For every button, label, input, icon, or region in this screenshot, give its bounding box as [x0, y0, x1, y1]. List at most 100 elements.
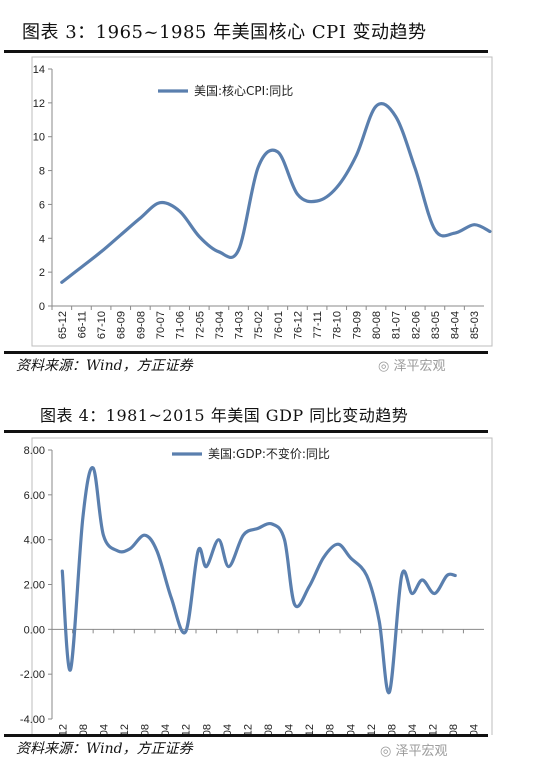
chart2-data-point [421, 578, 424, 582]
chart1-data-point [158, 201, 162, 204]
chart2-data-point [270, 522, 274, 526]
chart2-title: 图表 4：1981~2015 年美国 GDP 同比变动趋势 [40, 406, 409, 425]
wechat-icon: ◎ [380, 744, 392, 759]
chart1-x-tick-label: 69-08 [135, 311, 147, 339]
chart1-x-tick-label: 83-05 [430, 311, 442, 339]
chart2-x-tick-label: 88-08 [140, 724, 152, 735]
chart1-data-point [414, 167, 417, 171]
chart2-legend-label: 美国:GDP:不变价:同比 [208, 446, 330, 461]
chart2-data-point [410, 592, 414, 595]
chart2-x-tick-label: 91-12 [181, 724, 193, 735]
chart2-data-point [217, 538, 220, 541]
chart1-data-point [80, 265, 83, 269]
chart1-x-tick-label: 67-10 [96, 311, 108, 339]
chart1-y-tick-label: 12 [33, 98, 45, 110]
chart1-data-point [335, 186, 338, 189]
chart2-y-tick-label: 4.00 [24, 535, 45, 547]
chart1-x-tick-label: 84-04 [450, 311, 462, 339]
chart1-data-point [453, 232, 456, 235]
watermark-text: 泽平宏观 [395, 744, 448, 759]
chart1-x-tick-label: 85-03 [469, 311, 481, 339]
watermark-1: ◎ 泽平宏观 [378, 355, 446, 374]
chart1-title: 图表 3：1965~1985 年美国核心 CPI 变动趋势 [22, 22, 427, 43]
chart2-series-line [60, 466, 457, 695]
chart1-data-point [374, 105, 378, 108]
chart2-x-tick-label: 11-12 [428, 724, 440, 735]
chart2-x-tick-label: 81-12 [57, 724, 69, 735]
chart2-data-point [196, 549, 200, 553]
chart2-y-tick-label: -2.00 [20, 669, 45, 681]
chart2-data-point [433, 592, 436, 595]
chart2-x-tick-label: 10-04 [407, 724, 419, 735]
chart2-data-point [102, 534, 105, 537]
watermark-2: ◎ 泽平宏观 [380, 740, 448, 759]
chart1-x-tick-label: 76-12 [292, 311, 304, 339]
wechat-icon: ◎ [378, 359, 390, 374]
chart2-data-point [91, 466, 95, 470]
chart1-x-tick-label: 77-11 [312, 311, 324, 338]
chart1-frame [31, 56, 493, 347]
chart1-x-tick-label: 70-07 [155, 311, 167, 339]
chart2-x-tick-label: 85-04 [98, 724, 110, 735]
chart2-data-point [349, 556, 352, 559]
chart1-data-point [394, 115, 397, 118]
chart2-data-point [454, 574, 457, 577]
chart2-x-tick-label: 06-12 [366, 724, 378, 735]
chart2-x-tick-label: 96-12 [242, 724, 254, 735]
chart2-y-tick-label: 8.00 [24, 445, 45, 457]
chart2-data-point [184, 630, 187, 633]
chart1-series-line [60, 102, 492, 284]
chart1-y-tick-label: 0 [39, 301, 45, 313]
chart1-data-point [257, 166, 260, 169]
chart1-data-point [473, 223, 476, 226]
chart1-x-tick-label: 74-03 [234, 311, 246, 339]
chart2-x-tick-label: 90-04 [160, 724, 172, 735]
chart1-y-tick-label: 2 [39, 267, 45, 279]
chart1-source: 资料来源：Wind，方正证券 [16, 358, 193, 374]
chart2-x-tick-label: 95-04 [222, 724, 234, 735]
chart1-data-point [139, 216, 142, 220]
chart1-data-point [237, 248, 240, 252]
chart2-x-tick-label: 83-08 [78, 724, 90, 735]
chart2-y-tick-label: 6.00 [24, 490, 45, 502]
chart1-x-tick-label: 79-09 [351, 311, 363, 339]
chart2-data-point [143, 534, 146, 537]
chart1-data-point [276, 150, 279, 154]
chart2-data-point [69, 668, 72, 671]
chart2-y-tick-label: 0.00 [24, 624, 45, 636]
chart2-data-point [81, 516, 85, 519]
chart1-x-tick-label: 81-07 [391, 311, 403, 339]
chart2-data-point [400, 574, 403, 577]
chart2-x-tick-label: 93-08 [201, 724, 213, 735]
chart2-data-point [307, 585, 311, 588]
chart1-data-point [178, 210, 181, 213]
chart2-data-point [61, 569, 64, 573]
chart1-x-tick-label: 73-04 [214, 311, 226, 339]
chart2-bottom-rule [4, 734, 488, 737]
watermark-text: 泽平宏观 [393, 359, 446, 374]
chart2-x-tick-label: 86-12 [119, 724, 131, 735]
chart1-data-point [99, 250, 103, 253]
chart2-data-point [293, 603, 296, 606]
chart2-x-tick-label: 08-08 [386, 724, 398, 735]
chart1-data-point [217, 250, 221, 253]
chart2-source: 资料来源：Wind，方正证券 [16, 741, 193, 757]
chart2-svg: -4.00 -2.00 0.00 2.00 4.00 6.00 8.00 81-12 83-08… [20, 437, 493, 735]
chart1-x-tick-label: 75-02 [253, 311, 265, 339]
chart1-legend-label: 美国:核心CPI:同比 [194, 84, 293, 98]
chart2-x-tick-label: 03-08 [325, 724, 337, 735]
chart2-y-tick-label: -4.00 [20, 714, 45, 726]
chart2-x-tick-label: 01-12 [304, 724, 316, 735]
chart1-data-point [433, 228, 437, 231]
chart2-data-point [205, 565, 208, 568]
chart1-data-point [60, 281, 63, 284]
chart1-data-point [355, 154, 358, 157]
chart2-x-tick-label: 05-04 [345, 724, 357, 735]
chart1-data-point [296, 193, 299, 196]
chart1-x-tick-label: 71-06 [175, 311, 187, 339]
chart1-data-point [488, 230, 492, 233]
chart1-svg: 0 2 4 6 8 10 12 14 65-12 66-11 67-10 68-09 69-08 70-0… [31, 56, 493, 347]
chart2-data-point [377, 619, 381, 622]
chart2-data-point [322, 556, 325, 559]
chart2-data-point [365, 574, 368, 577]
